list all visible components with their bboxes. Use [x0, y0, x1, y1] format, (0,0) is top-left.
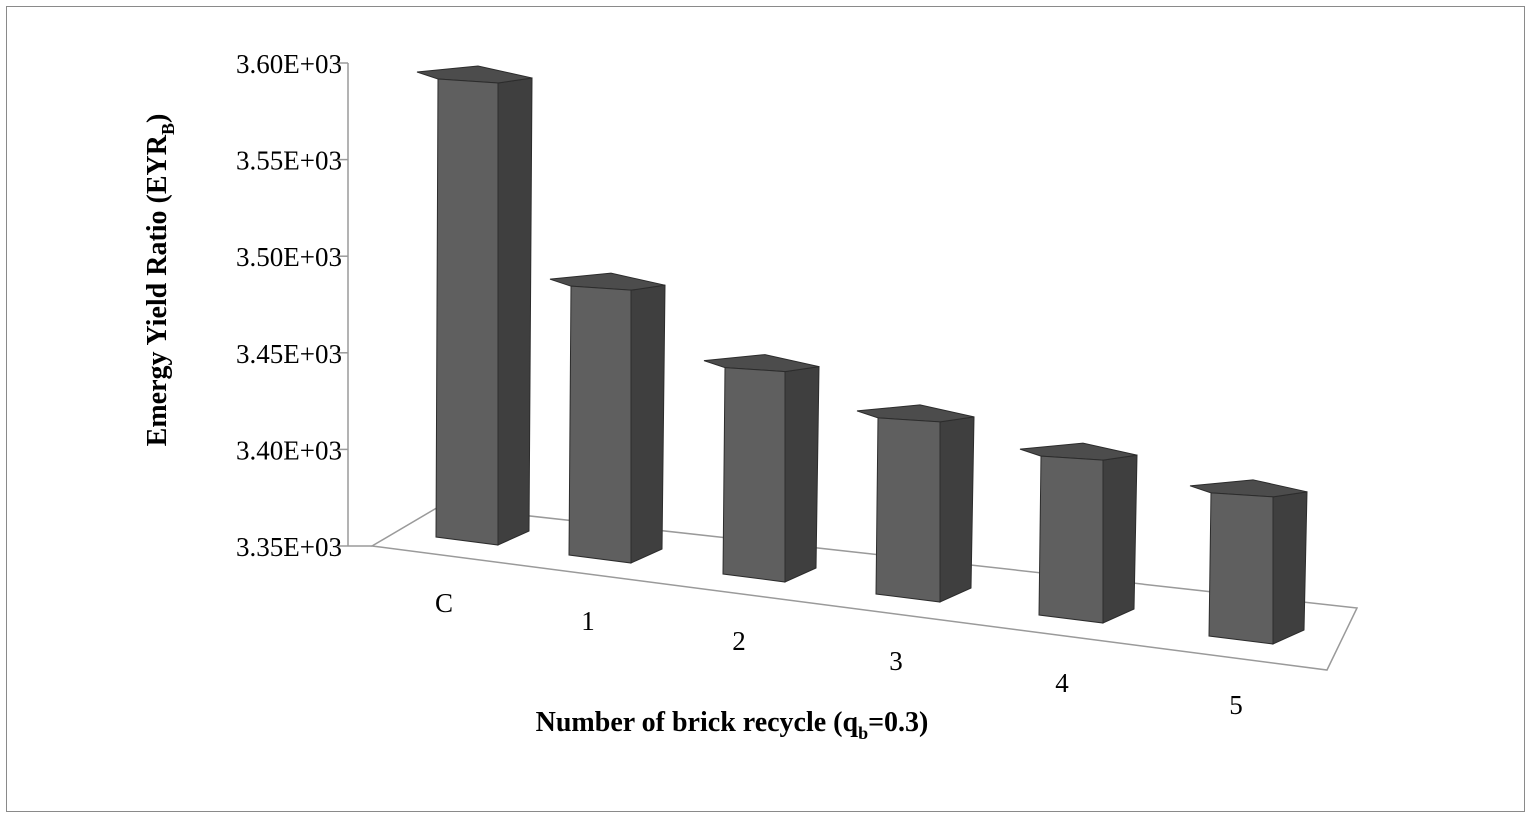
bar-top: [1190, 480, 1307, 497]
bar-top: [704, 355, 819, 372]
y-tick-label: 3.45E+03: [236, 339, 342, 369]
category-label-1: 1: [581, 606, 595, 636]
y-tick-label: 3.40E+03: [236, 435, 342, 465]
category-label-4: 4: [1055, 668, 1069, 698]
y-axis-ticks: 3.35E+03 3.40E+03 3.45E+03 3.50E+03 3.55E+03…: [236, 49, 348, 562]
bar-top: [1020, 443, 1137, 460]
bar-5: [1190, 480, 1307, 644]
bar-front: [1039, 456, 1103, 623]
bar-2: [704, 355, 819, 582]
bar-side: [631, 285, 665, 563]
y-tick-label: 3.55E+03: [236, 146, 342, 176]
category-label-5: 5: [1229, 690, 1243, 720]
bar-front: [876, 418, 940, 602]
y-tick-label: 3.60E+03: [236, 49, 342, 79]
bar-top: [417, 66, 532, 83]
bar-front: [436, 79, 498, 545]
bar-front: [569, 286, 631, 563]
bar-side: [785, 367, 819, 582]
bar-front: [1209, 493, 1273, 644]
category-label-3: 3: [889, 646, 903, 676]
bar-top: [550, 273, 665, 290]
x-axis-title: Number of brick recycle (qb=0.3): [536, 707, 929, 743]
bars: [417, 66, 1307, 644]
bar-side: [940, 417, 974, 602]
bar-front: [723, 368, 785, 582]
bar-3: [857, 405, 974, 602]
bar-top: [857, 405, 974, 422]
y-tick-label: 3.50E+03: [236, 242, 342, 272]
bar-side: [1273, 492, 1307, 644]
bar-side: [1103, 455, 1137, 623]
y-tick-label: 3.35E+03: [236, 532, 342, 562]
y-axis-title: Emergy Yield Ratio (EYRB): [142, 114, 178, 447]
bar-C: [417, 66, 532, 545]
category-label-C: C: [435, 588, 453, 618]
category-label-2: 2: [732, 626, 746, 656]
bar-side: [498, 78, 532, 545]
bar-4: [1020, 443, 1137, 623]
